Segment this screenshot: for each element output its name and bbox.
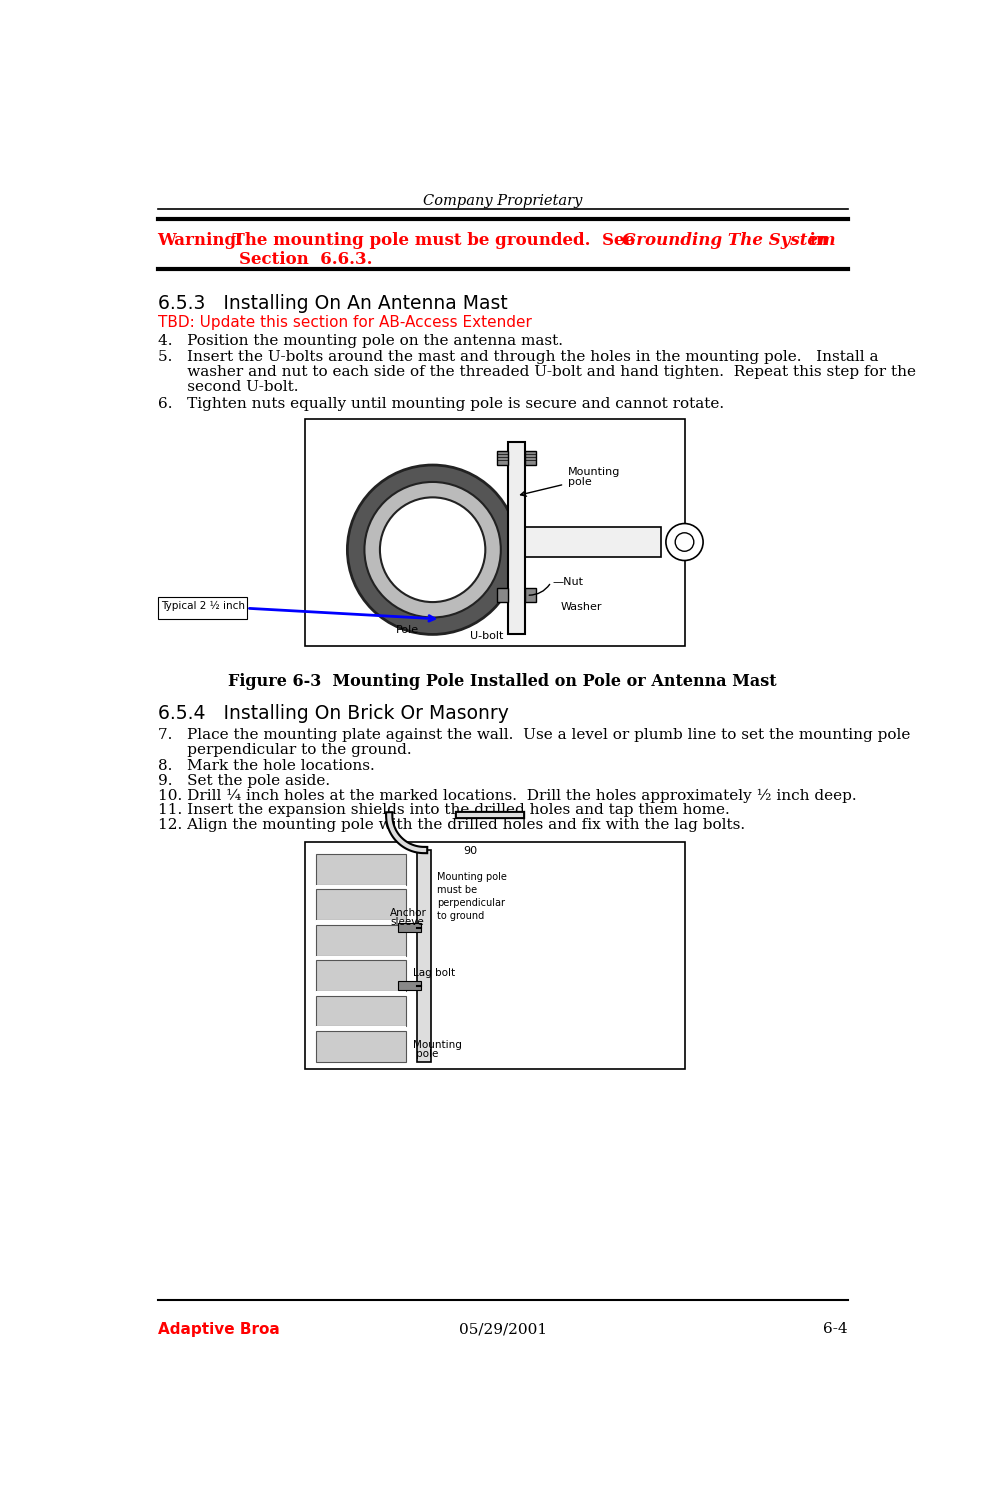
Bar — [317, 991, 405, 995]
Text: 4.   Position the mounting pole on the antenna mast.: 4. Position the mounting pole on the ant… — [158, 335, 562, 348]
Text: Anchor: Anchor — [390, 908, 427, 917]
Text: Warning!: Warning! — [158, 233, 244, 249]
Bar — [397, 982, 421, 991]
Circle shape — [347, 465, 518, 635]
Bar — [317, 920, 405, 925]
Text: TBD: Update this section for AB-Access Extender: TBD: Update this section for AB-Access E… — [158, 315, 532, 330]
Bar — [317, 889, 405, 920]
Bar — [508, 441, 525, 635]
Text: Grounding The System: Grounding The System — [623, 233, 836, 249]
Bar — [317, 1031, 405, 1061]
Bar — [525, 452, 536, 465]
Circle shape — [675, 533, 694, 551]
Text: pole: pole — [568, 477, 592, 486]
Bar — [417, 850, 431, 1061]
Text: pole: pole — [416, 1049, 438, 1060]
Text: in: in — [798, 233, 828, 249]
Circle shape — [364, 482, 501, 617]
Bar — [317, 925, 405, 956]
Text: 7.   Place the mounting plate against the wall.  Use a level or plumb line to se: 7. Place the mounting plate against the … — [158, 728, 909, 743]
Text: 6.5.3   Installing On An Antenna Mast: 6.5.3 Installing On An Antenna Mast — [158, 294, 507, 314]
Bar — [317, 884, 405, 889]
Text: 6.   Tighten nuts equally until mounting pole is secure and cannot rotate.: 6. Tighten nuts equally until mounting p… — [158, 398, 724, 411]
Text: 5.   Insert the U-bolts around the mast and through the holes in the mounting po: 5. Insert the U-bolts around the mast an… — [158, 350, 878, 365]
Bar — [305, 842, 685, 1070]
Text: U-bolt: U-bolt — [470, 632, 503, 641]
Bar — [305, 419, 685, 645]
Text: The mounting pole must be grounded.  See: The mounting pole must be grounded. See — [221, 233, 641, 249]
Text: Washer: Washer — [560, 602, 602, 612]
Text: 9.   Set the pole aside.: 9. Set the pole aside. — [158, 775, 330, 788]
Circle shape — [666, 524, 703, 560]
Text: Company Proprietary: Company Proprietary — [423, 194, 583, 209]
Text: Adaptive Broa: Adaptive Broa — [158, 1322, 280, 1337]
Bar — [158, 597, 246, 618]
Circle shape — [380, 497, 486, 602]
Text: 90: 90 — [463, 847, 477, 856]
Text: 11. Insert the expansion shields into the drilled holes and tap them home.: 11. Insert the expansion shields into th… — [158, 803, 729, 817]
Text: Mounting: Mounting — [413, 1040, 462, 1051]
Text: 12. Align the mounting pole with the drilled holes and fix with the lag bolts.: 12. Align the mounting pole with the dri… — [158, 818, 745, 832]
Bar — [317, 961, 405, 991]
Bar — [317, 995, 405, 1027]
Bar — [317, 1027, 405, 1031]
Text: second U-bolt.: second U-bolt. — [158, 380, 298, 393]
Text: 6.5.4   Installing On Brick Or Masonry: 6.5.4 Installing On Brick Or Masonry — [158, 704, 508, 722]
Text: Pole: Pole — [396, 626, 419, 635]
Bar — [525, 588, 536, 602]
Text: Figure 6-3  Mounting Pole Installed on Pole or Antenna Mast: Figure 6-3 Mounting Pole Installed on Po… — [229, 672, 777, 690]
Text: sleeve: sleeve — [390, 917, 424, 928]
Text: 05/29/2001: 05/29/2001 — [459, 1322, 546, 1336]
Bar — [317, 854, 405, 884]
Text: 10. Drill ¼ inch holes at the marked locations.  Drill the holes approximately ½: 10. Drill ¼ inch holes at the marked loc… — [158, 788, 856, 803]
Text: Lag bolt: Lag bolt — [413, 968, 455, 977]
Text: 6-4: 6-4 — [823, 1322, 848, 1336]
Text: —Nut: —Nut — [552, 576, 584, 587]
Text: Typical 2 ½ inch: Typical 2 ½ inch — [161, 602, 244, 611]
Bar — [397, 923, 421, 932]
Bar — [525, 527, 661, 557]
Text: washer and nut to each side of the threaded U-bolt and hand tighten.  Repeat thi: washer and nut to each side of the threa… — [158, 365, 915, 378]
Text: Mounting: Mounting — [568, 467, 621, 476]
Text: perpendicular to the ground.: perpendicular to the ground. — [158, 743, 411, 757]
Bar — [497, 452, 508, 465]
Text: Mounting pole
must be
perpendicular
to ground: Mounting pole must be perpendicular to g… — [438, 872, 507, 922]
Text: Section  6.6.3.: Section 6.6.3. — [239, 251, 373, 269]
Bar — [497, 588, 508, 602]
Text: 8.   Mark the hole locations.: 8. Mark the hole locations. — [158, 760, 374, 773]
Bar — [317, 956, 405, 961]
